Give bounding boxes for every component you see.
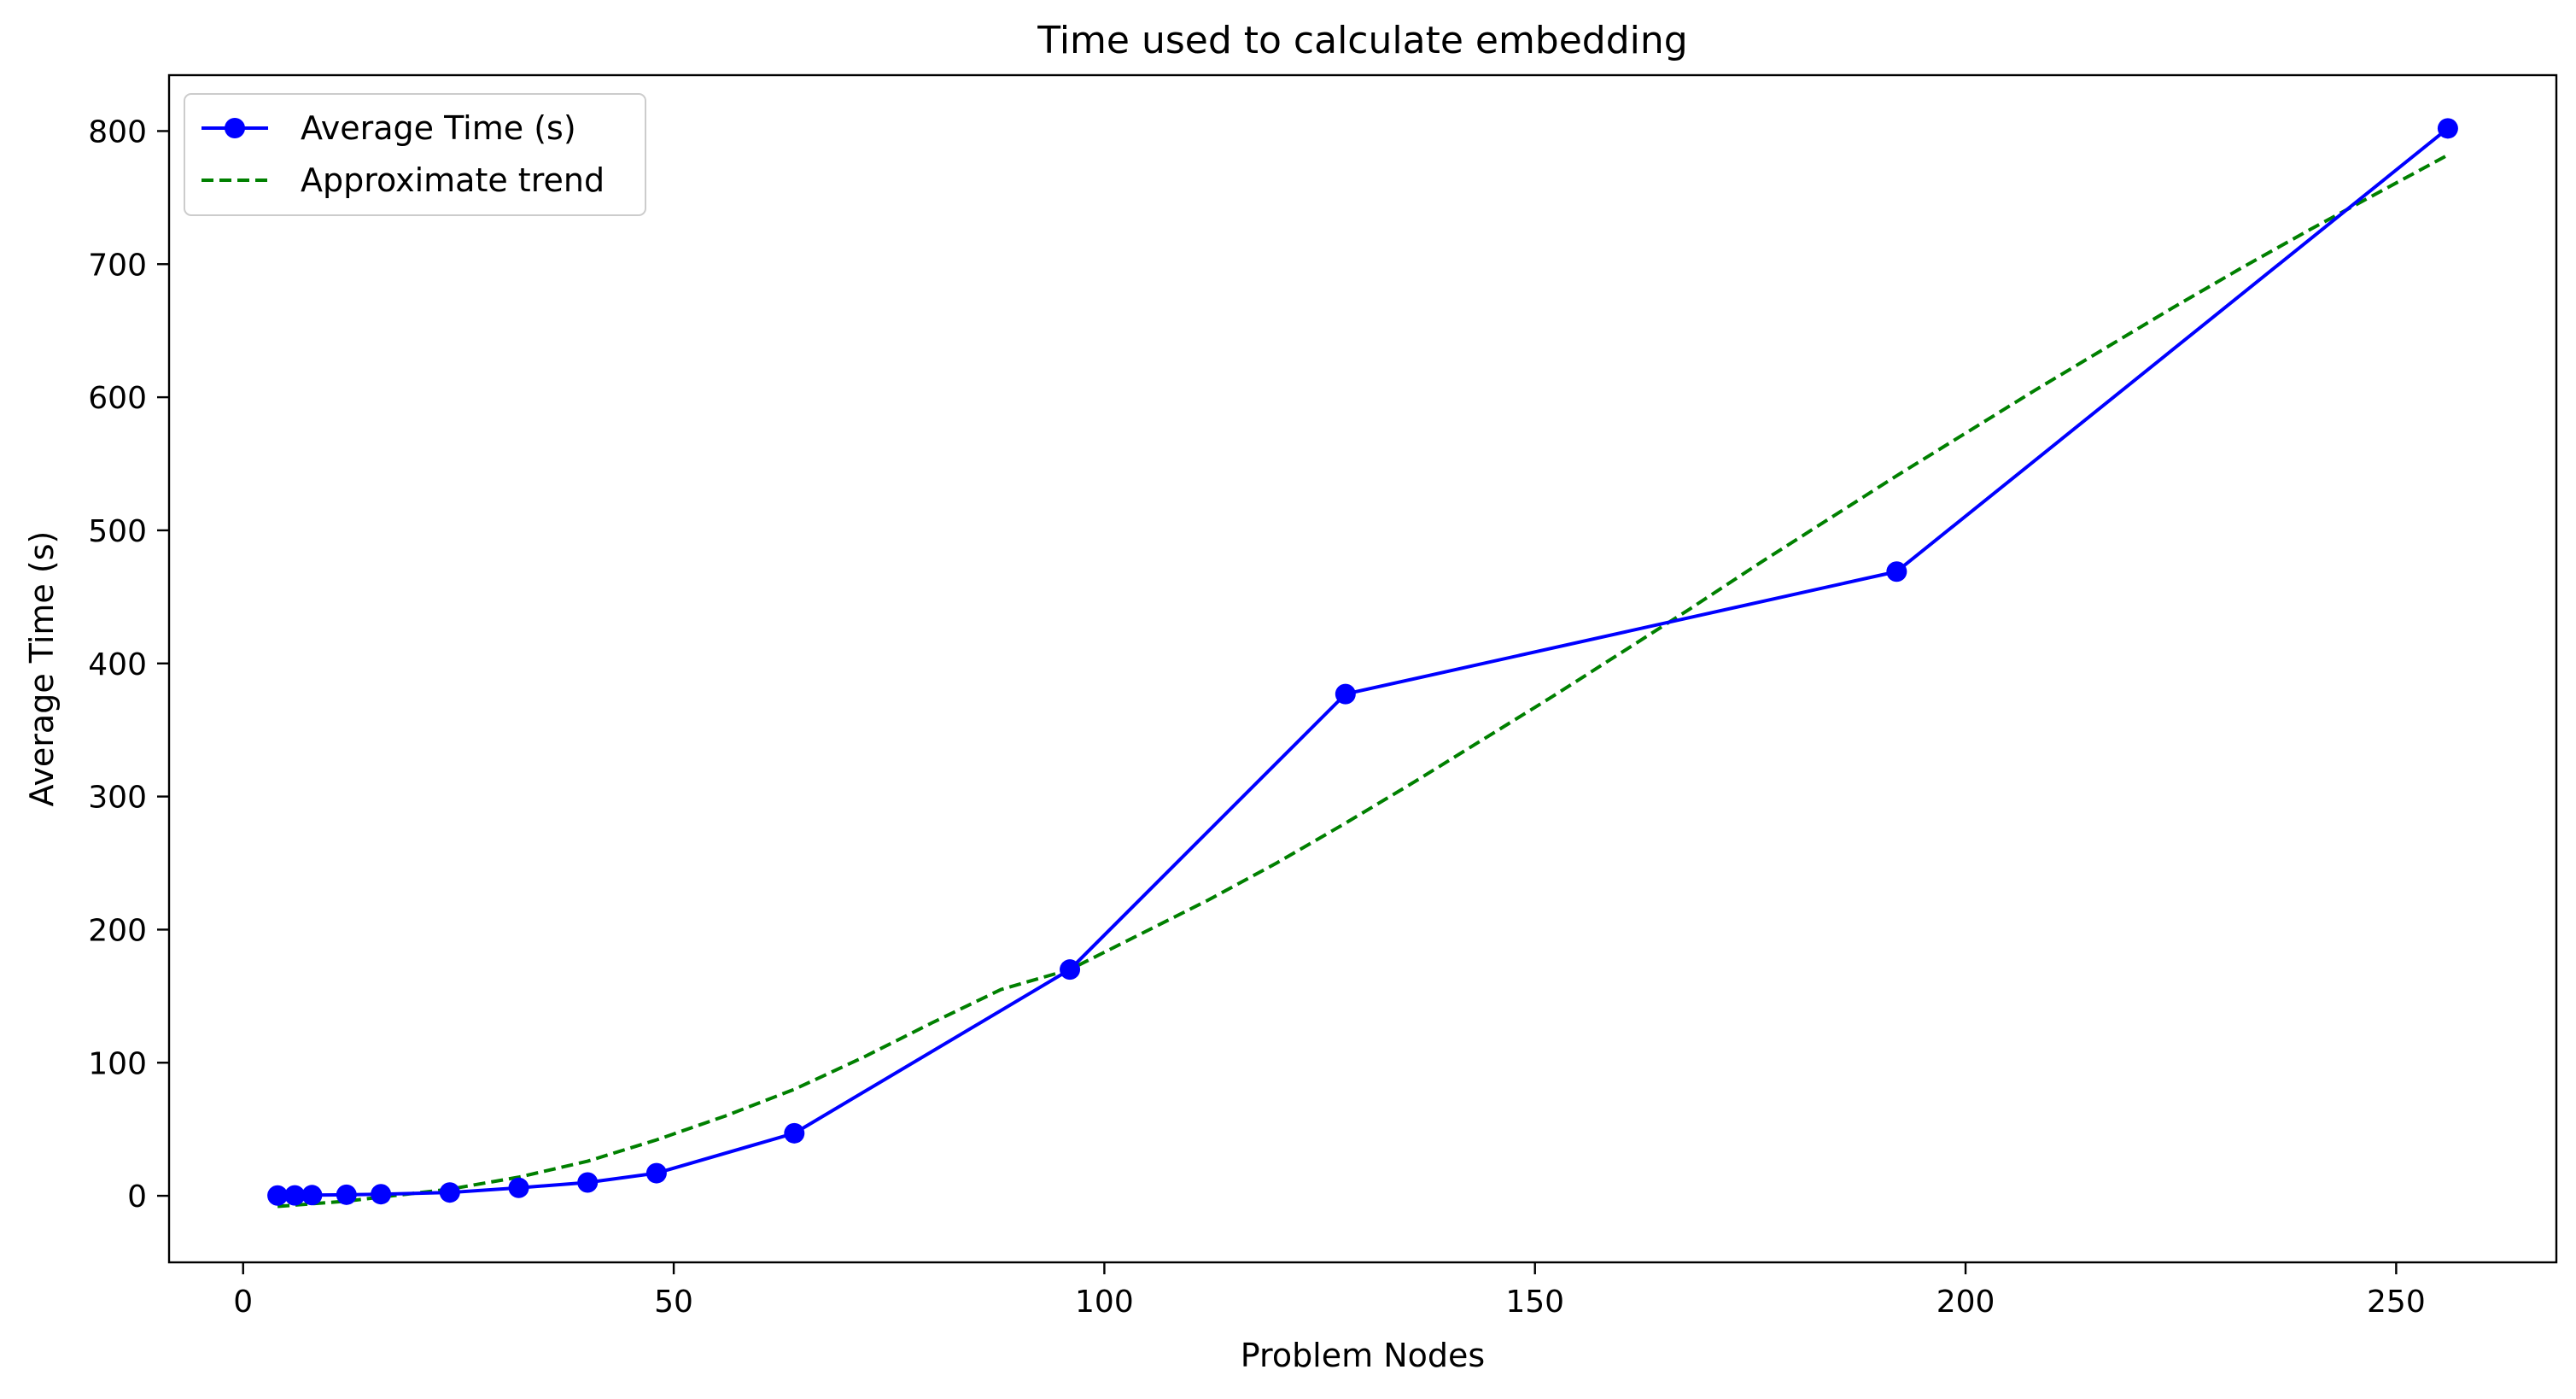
data-point bbox=[336, 1184, 357, 1205]
plot-area bbox=[267, 118, 2458, 1209]
y-tick-label: 100 bbox=[88, 1046, 147, 1081]
chart-title: Time used to calculate embedding bbox=[1037, 19, 1687, 62]
legend-marker-average-time bbox=[225, 118, 245, 138]
x-tick-label: 100 bbox=[1075, 1285, 1134, 1320]
y-tick-label: 300 bbox=[88, 781, 147, 816]
x-tick-label: 250 bbox=[2367, 1285, 2426, 1320]
data-point bbox=[267, 1185, 289, 1206]
data-point bbox=[1335, 683, 1356, 705]
x-axis: 0 50 100 150 200 250 bbox=[233, 1262, 2426, 1320]
y-tick-label: 500 bbox=[88, 514, 147, 549]
x-tick-label: 150 bbox=[1505, 1285, 1564, 1320]
data-point bbox=[508, 1177, 529, 1198]
y-axis-label: Average Time (s) bbox=[23, 531, 61, 807]
data-point bbox=[371, 1184, 392, 1205]
legend: Average Time (s) Approximate trend bbox=[184, 93, 646, 216]
data-point bbox=[1060, 959, 1081, 980]
data-point bbox=[301, 1185, 323, 1206]
x-tick-label: 200 bbox=[1936, 1285, 1995, 1320]
x-tick-label: 50 bbox=[654, 1285, 693, 1320]
series-line-approximate-trend bbox=[277, 153, 2449, 1209]
y-tick-label: 200 bbox=[88, 913, 147, 948]
data-point bbox=[784, 1122, 805, 1144]
legend-label-average-time: Average Time (s) bbox=[301, 109, 576, 147]
legend-box bbox=[184, 93, 646, 216]
x-tick-label: 0 bbox=[233, 1285, 253, 1320]
data-point bbox=[1886, 561, 1907, 582]
x-axis-label: Problem Nodes bbox=[1241, 1337, 1485, 1374]
y-tick-label: 0 bbox=[127, 1179, 147, 1215]
data-point bbox=[2437, 118, 2458, 139]
y-tick-label: 800 bbox=[88, 114, 147, 149]
y-tick-label: 600 bbox=[88, 381, 147, 416]
y-tick-label: 700 bbox=[88, 248, 147, 283]
data-point bbox=[577, 1172, 599, 1193]
legend-label-approximate-trend: Approximate trend bbox=[301, 161, 605, 199]
data-point bbox=[439, 1182, 460, 1203]
data-point bbox=[645, 1162, 667, 1184]
data-point bbox=[284, 1185, 306, 1206]
y-axis: 0 100 200 300 400 500 600 700 800 bbox=[88, 114, 169, 1215]
plot-frame bbox=[167, 73, 2558, 1264]
y-tick-label: 400 bbox=[88, 647, 147, 682]
